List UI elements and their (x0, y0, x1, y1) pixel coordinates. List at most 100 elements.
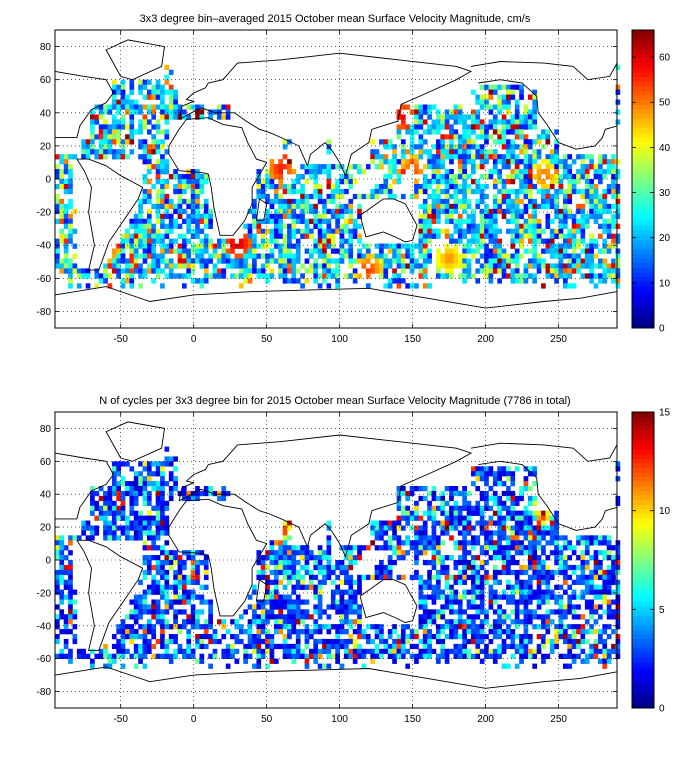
data-cell (155, 253, 161, 259)
data-cell (269, 253, 275, 259)
data-cell (536, 253, 542, 259)
data-cell (357, 604, 362, 610)
data-cell (55, 653, 60, 659)
data-cell (615, 238, 621, 244)
data-cell (400, 154, 406, 160)
data-cell (510, 599, 516, 605)
data-cell (98, 648, 104, 655)
data-cell (304, 555, 310, 561)
data-cell (519, 530, 524, 536)
data-cell (471, 129, 476, 135)
data-cell (435, 638, 441, 645)
data-cell (164, 79, 170, 85)
data-cell (514, 614, 520, 620)
data-cell (212, 634, 218, 640)
data-cell (497, 476, 502, 482)
colorbar-segment (632, 188, 654, 194)
data-cell (536, 188, 542, 195)
data-cell (562, 283, 568, 289)
data-cell (431, 169, 437, 175)
data-cell (444, 525, 450, 531)
data-cell (282, 648, 288, 655)
data-cell (514, 238, 520, 244)
data-cell (435, 550, 441, 556)
data-cell (287, 614, 292, 620)
data-cell (541, 545, 546, 551)
data-cell (593, 619, 599, 625)
data-cell (541, 574, 546, 581)
data-cell (155, 619, 161, 625)
data-cell (59, 233, 65, 239)
data-cell (440, 609, 446, 615)
data-cell (304, 614, 310, 620)
data-cell (199, 560, 205, 566)
data-cell (466, 258, 472, 264)
data-cell (107, 500, 113, 507)
data-cell (182, 624, 187, 630)
data-cell (138, 658, 143, 664)
data-cell (182, 208, 187, 215)
data-cell (510, 198, 516, 205)
data-cell (151, 263, 157, 269)
data-cell (173, 638, 178, 645)
data-cell (260, 228, 266, 234)
data-cell (514, 233, 520, 239)
data-cell (562, 223, 568, 229)
data-cell (532, 238, 538, 244)
data-cell (484, 520, 489, 526)
data-cell (199, 634, 205, 640)
data-cell (186, 579, 192, 585)
data-cell (142, 604, 148, 610)
data-cell (81, 144, 86, 150)
data-cell (414, 193, 419, 200)
data-cell (370, 540, 375, 546)
data-cell (466, 273, 472, 279)
data-cell (295, 560, 301, 566)
data-cell (238, 624, 244, 630)
data-cell (103, 530, 108, 536)
data-cell (567, 228, 573, 234)
data-cell (558, 629, 564, 635)
data-cell (160, 203, 165, 210)
data-cell (576, 638, 581, 645)
data-cell (295, 653, 301, 659)
data-cell (527, 169, 533, 175)
data-cell (462, 589, 467, 595)
data-cell (527, 213, 533, 220)
data-cell (339, 569, 345, 576)
data-cell (527, 248, 533, 254)
data-cell (527, 619, 533, 625)
data-cell (295, 253, 301, 259)
data-cell (589, 233, 594, 239)
data-cell (287, 619, 292, 625)
data-cell (387, 144, 393, 150)
data-cell (142, 545, 148, 551)
data-cell (492, 268, 498, 274)
data-cell (203, 486, 209, 492)
data-cell (190, 179, 196, 185)
data-cell (414, 555, 419, 561)
data-cell (497, 495, 502, 502)
data-cell (427, 540, 432, 546)
data-cell (265, 643, 270, 650)
data-cell (523, 174, 529, 180)
data-cell (195, 594, 200, 600)
data-cell (615, 638, 621, 645)
data-cell (427, 594, 432, 600)
data-cell (488, 124, 494, 130)
data-cell (510, 530, 516, 536)
data-cell (352, 218, 358, 224)
data-cell (322, 624, 327, 630)
data-cell (501, 619, 507, 625)
data-cell (549, 638, 555, 645)
data-cell (457, 604, 463, 610)
data-cell (606, 228, 612, 234)
data-cell (449, 495, 454, 502)
data-cell (120, 476, 126, 482)
data-cell (462, 218, 467, 224)
data-cell (523, 589, 529, 595)
data-cell (125, 624, 130, 630)
data-cell (116, 129, 121, 135)
data-cell (260, 638, 266, 645)
data-cell (168, 658, 174, 664)
